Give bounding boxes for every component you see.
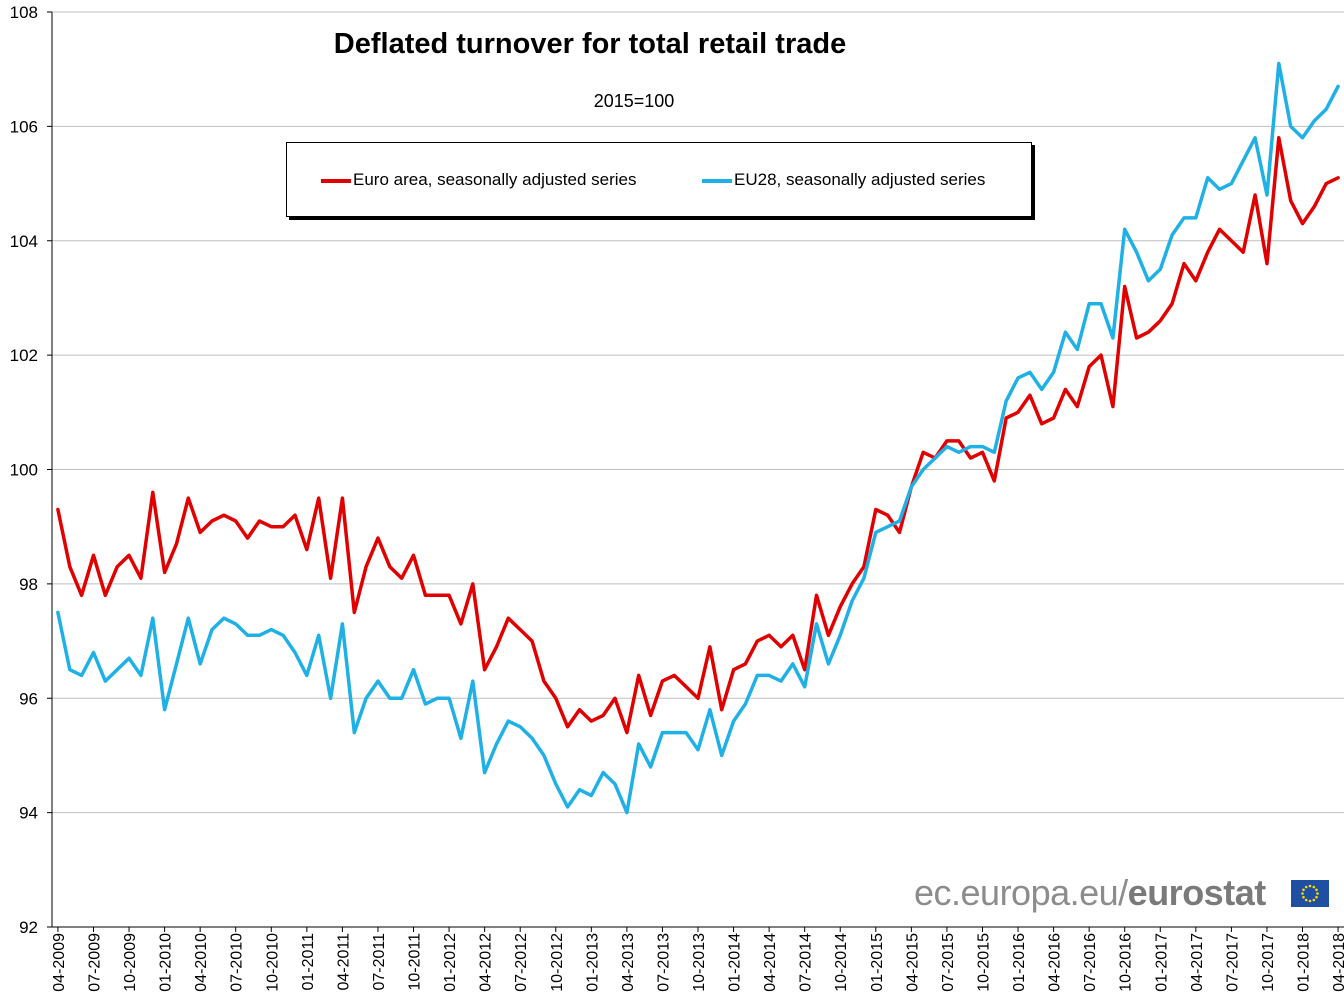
chart-title: Deflated turnover for total retail trade <box>333 28 847 60</box>
x-tick-label: 10-2012 <box>549 933 566 992</box>
y-tick-label: 92 <box>19 918 38 937</box>
x-tick-label: 04-2013 <box>620 933 637 992</box>
x-tick-label: 10-2010 <box>264 933 281 992</box>
x-tick-label: 04-2016 <box>1047 933 1064 992</box>
brand-name: eurostat <box>1127 872 1267 913</box>
legend-item-euro-area: Euro area, seasonally adjusted series <box>321 170 637 190</box>
x-tick-label: 07-2015 <box>940 933 957 992</box>
x-tick-label: 01-2013 <box>584 933 601 992</box>
legend-item-eu28: EU28, seasonally adjusted series <box>702 170 985 190</box>
brand-domain: ec.europa.eu/ <box>914 872 1128 913</box>
y-tick-label: 104 <box>10 232 38 251</box>
x-tick-label: 10-2009 <box>122 933 139 992</box>
x-tick-label: 10-2014 <box>833 933 850 992</box>
x-tick-label: 04-2012 <box>478 933 495 992</box>
chart-subtitle: 2015=100 <box>593 91 675 111</box>
chart-legend: Euro area, seasonally adjusted series EU… <box>286 142 1032 217</box>
x-tick-label: 10-2011 <box>407 933 424 991</box>
y-tick-label: 108 <box>10 3 38 22</box>
x-tick-label: 07-2017 <box>1224 933 1241 992</box>
y-tick-label: 98 <box>19 575 38 594</box>
legend-swatch-euro-area <box>321 178 351 183</box>
x-tick-label: 04-2018 <box>1331 933 1344 992</box>
y-tick-label: 100 <box>10 461 38 480</box>
x-tick-label: 01-2011 <box>300 933 317 991</box>
x-tick-label: 10-2013 <box>691 933 708 992</box>
y-tick-label: 96 <box>19 689 38 708</box>
x-tick-label: 10-2017 <box>1260 933 1277 992</box>
x-tick-label: 01-2016 <box>1011 933 1028 992</box>
x-tick-label: 01-2014 <box>727 933 744 992</box>
x-tick-label: 01-2018 <box>1296 933 1313 992</box>
x-tick-label: 10-2015 <box>975 933 992 992</box>
x-tick-label: 04-2014 <box>762 933 779 992</box>
y-tick-label: 94 <box>19 804 38 823</box>
eu-flag-icon <box>1291 880 1329 907</box>
y-tick-label: 106 <box>10 117 38 136</box>
x-tick-label: 07-2010 <box>229 933 246 992</box>
series-line-euro-area <box>56 136 1340 735</box>
x-tick-label: 01-2012 <box>442 933 459 992</box>
x-tick-label: 04-2011 <box>335 933 352 991</box>
y-tick-label: 102 <box>10 346 38 365</box>
x-tick-label: 01-2015 <box>869 933 886 992</box>
legend-label-euro-area: Euro area, seasonally adjusted series <box>353 170 637 189</box>
x-tick-label: 07-2012 <box>513 933 530 992</box>
x-tick-label: 07-2013 <box>655 933 672 992</box>
x-tick-label: 04-2010 <box>193 933 210 992</box>
legend-label-eu28: EU28, seasonally adjusted series <box>734 170 986 189</box>
series-line-eu28 <box>56 61 1340 815</box>
x-tick-label: 10-2016 <box>1118 933 1135 992</box>
x-tick-label: 01-2017 <box>1153 933 1170 992</box>
legend-swatch-eu28 <box>702 178 732 183</box>
x-tick-label: 04-2017 <box>1189 933 1206 992</box>
eurostat-brand: ec.europa.eu/eurostat <box>914 872 1266 914</box>
x-tick-label: 04-2015 <box>904 933 921 992</box>
x-tick-label: 07-2009 <box>86 933 103 992</box>
x-tick-label: 01-2010 <box>158 933 175 992</box>
x-tick-label: 04-2009 <box>51 933 68 992</box>
x-tick-label: 07-2014 <box>798 933 815 992</box>
x-tick-label: 07-2011 <box>371 933 388 991</box>
x-tick-label: 07-2016 <box>1082 933 1099 992</box>
